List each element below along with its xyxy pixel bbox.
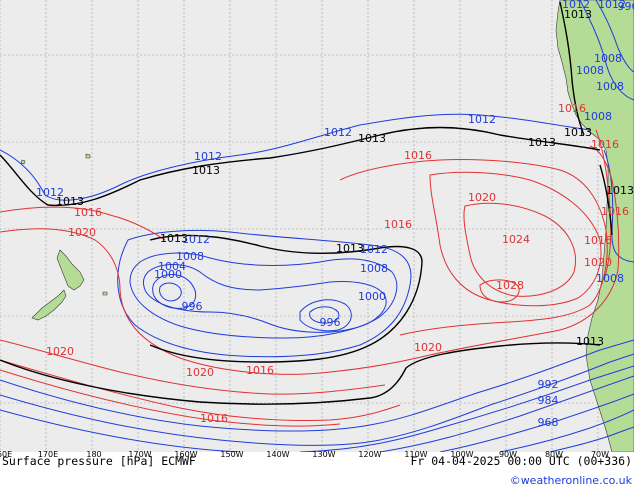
isobar-label-blue: 996	[182, 300, 203, 313]
island-pacific-1	[20, 159, 26, 165]
isobar-label-blue: 1004	[158, 260, 186, 273]
isobar-label-blue: 1000	[358, 290, 386, 303]
isobar-label-blue: 1008	[596, 272, 624, 285]
island-chatham	[102, 291, 108, 296]
longitude-label: 180	[86, 450, 101, 459]
longitude-label: 140W	[266, 450, 289, 459]
isobar-label-red: 1024	[502, 233, 530, 246]
longitude-label: 120W	[358, 450, 381, 459]
new-zealand-south-island	[31, 289, 67, 321]
isobar-label-black: 1013	[564, 126, 592, 139]
isobar-label-red: 1020	[468, 191, 496, 204]
isobar-label-blue: 1008	[584, 110, 612, 123]
standard-isobar-1013	[0, 1, 613, 405]
isobar-label-blue: 1012	[562, 0, 590, 11]
isobar-label-red: 1016	[558, 102, 586, 115]
isobar-label-blue: 1012	[598, 0, 626, 11]
isobar-label-blue: 996	[320, 316, 341, 329]
footer-bar	[0, 452, 634, 490]
isobar-label-red: 1020	[186, 366, 214, 379]
isobar-labels: 1013 1013 1013 1013 1013 1013 1013 1013 1013 1013…	[36, 0, 634, 429]
high-pressure-isobars	[0, 129, 620, 427]
longitude-label: 150W	[220, 450, 243, 459]
isobar-label-red: 1020	[68, 226, 96, 239]
isobar-label-red: 1016	[200, 412, 228, 425]
isobar-label-red: 1016	[584, 234, 612, 247]
longitude-label: 160W	[174, 450, 197, 459]
isobar-label-red: 1028	[496, 279, 524, 292]
isobar-label-blue: 1008	[594, 52, 622, 65]
isobar-label-blue: 996	[618, 0, 634, 13]
isobar-label-blue: 1012	[194, 150, 222, 163]
isobar-label-black: 1013	[576, 335, 604, 348]
isobar-label-blue: 968	[538, 416, 559, 429]
valid-time: Fr 04-04-2025 00:00 UTC (00+336)	[410, 454, 632, 468]
low-pressure-isobars	[0, 0, 634, 452]
longitude-label: 170E	[38, 450, 58, 459]
isobar-label-red: 1016	[404, 149, 432, 162]
longitude-label: 170W	[128, 450, 151, 459]
isobar-label-red: 1016	[384, 218, 412, 231]
isobar-label-black: 1013	[192, 164, 220, 177]
isobar-label-black: 1013	[528, 136, 556, 149]
isobar-label-red: 1020	[414, 341, 442, 354]
isobar-label-black: 1013	[160, 232, 188, 245]
isobar-label-red: 1016	[591, 138, 619, 151]
new-zealand-north-island	[56, 249, 85, 291]
sea-background	[0, 0, 634, 452]
isobar-label-blue: 1008	[576, 64, 604, 77]
isobar-label-red: 1016	[246, 364, 274, 377]
isobar-label-blue: 1008	[360, 262, 388, 275]
longitude-label: 100W	[450, 450, 473, 459]
isobar-label-red: 1020	[46, 345, 74, 358]
isobar-label-blue: 1008	[596, 80, 624, 93]
longitude-label: 130W	[312, 450, 335, 459]
longitude-label: 110W	[404, 450, 427, 459]
isobar-label-blue: 984	[538, 394, 559, 407]
isobar-label-red: 1020	[584, 256, 612, 269]
chart-title: Surface pressure [hPa] ECMWF	[2, 454, 196, 468]
isobar-label-black: 1013	[336, 242, 364, 255]
isobar-label-red: 1016	[74, 206, 102, 219]
isobar-label-blue: 1012	[182, 233, 210, 246]
isobar-label-red: 1016	[601, 205, 629, 218]
island-fiji	[85, 153, 91, 159]
longitude-label: 90W	[499, 450, 517, 459]
isobar-label-blue: 1012	[324, 126, 352, 139]
isobar-label-blue: 1000	[154, 268, 182, 281]
longitude-label: 80W	[545, 450, 563, 459]
isobar-label-black: 1013	[606, 184, 634, 197]
credit: ©weatheronline.co.uk	[510, 474, 633, 487]
isobar-label-black: 1013	[358, 132, 386, 145]
isobar-label-black: 1013	[564, 8, 592, 21]
isobar-label-black: 1013	[56, 195, 84, 208]
isobar-label-blue: 1012	[36, 186, 64, 199]
isobar-label-blue: 992	[538, 378, 559, 391]
isobar-label-blue: 1012	[360, 243, 388, 256]
isobar-label-blue: 1008	[176, 250, 204, 263]
longitude-label: 70W	[591, 450, 609, 459]
isobar-label-blue: 1012	[468, 113, 496, 126]
